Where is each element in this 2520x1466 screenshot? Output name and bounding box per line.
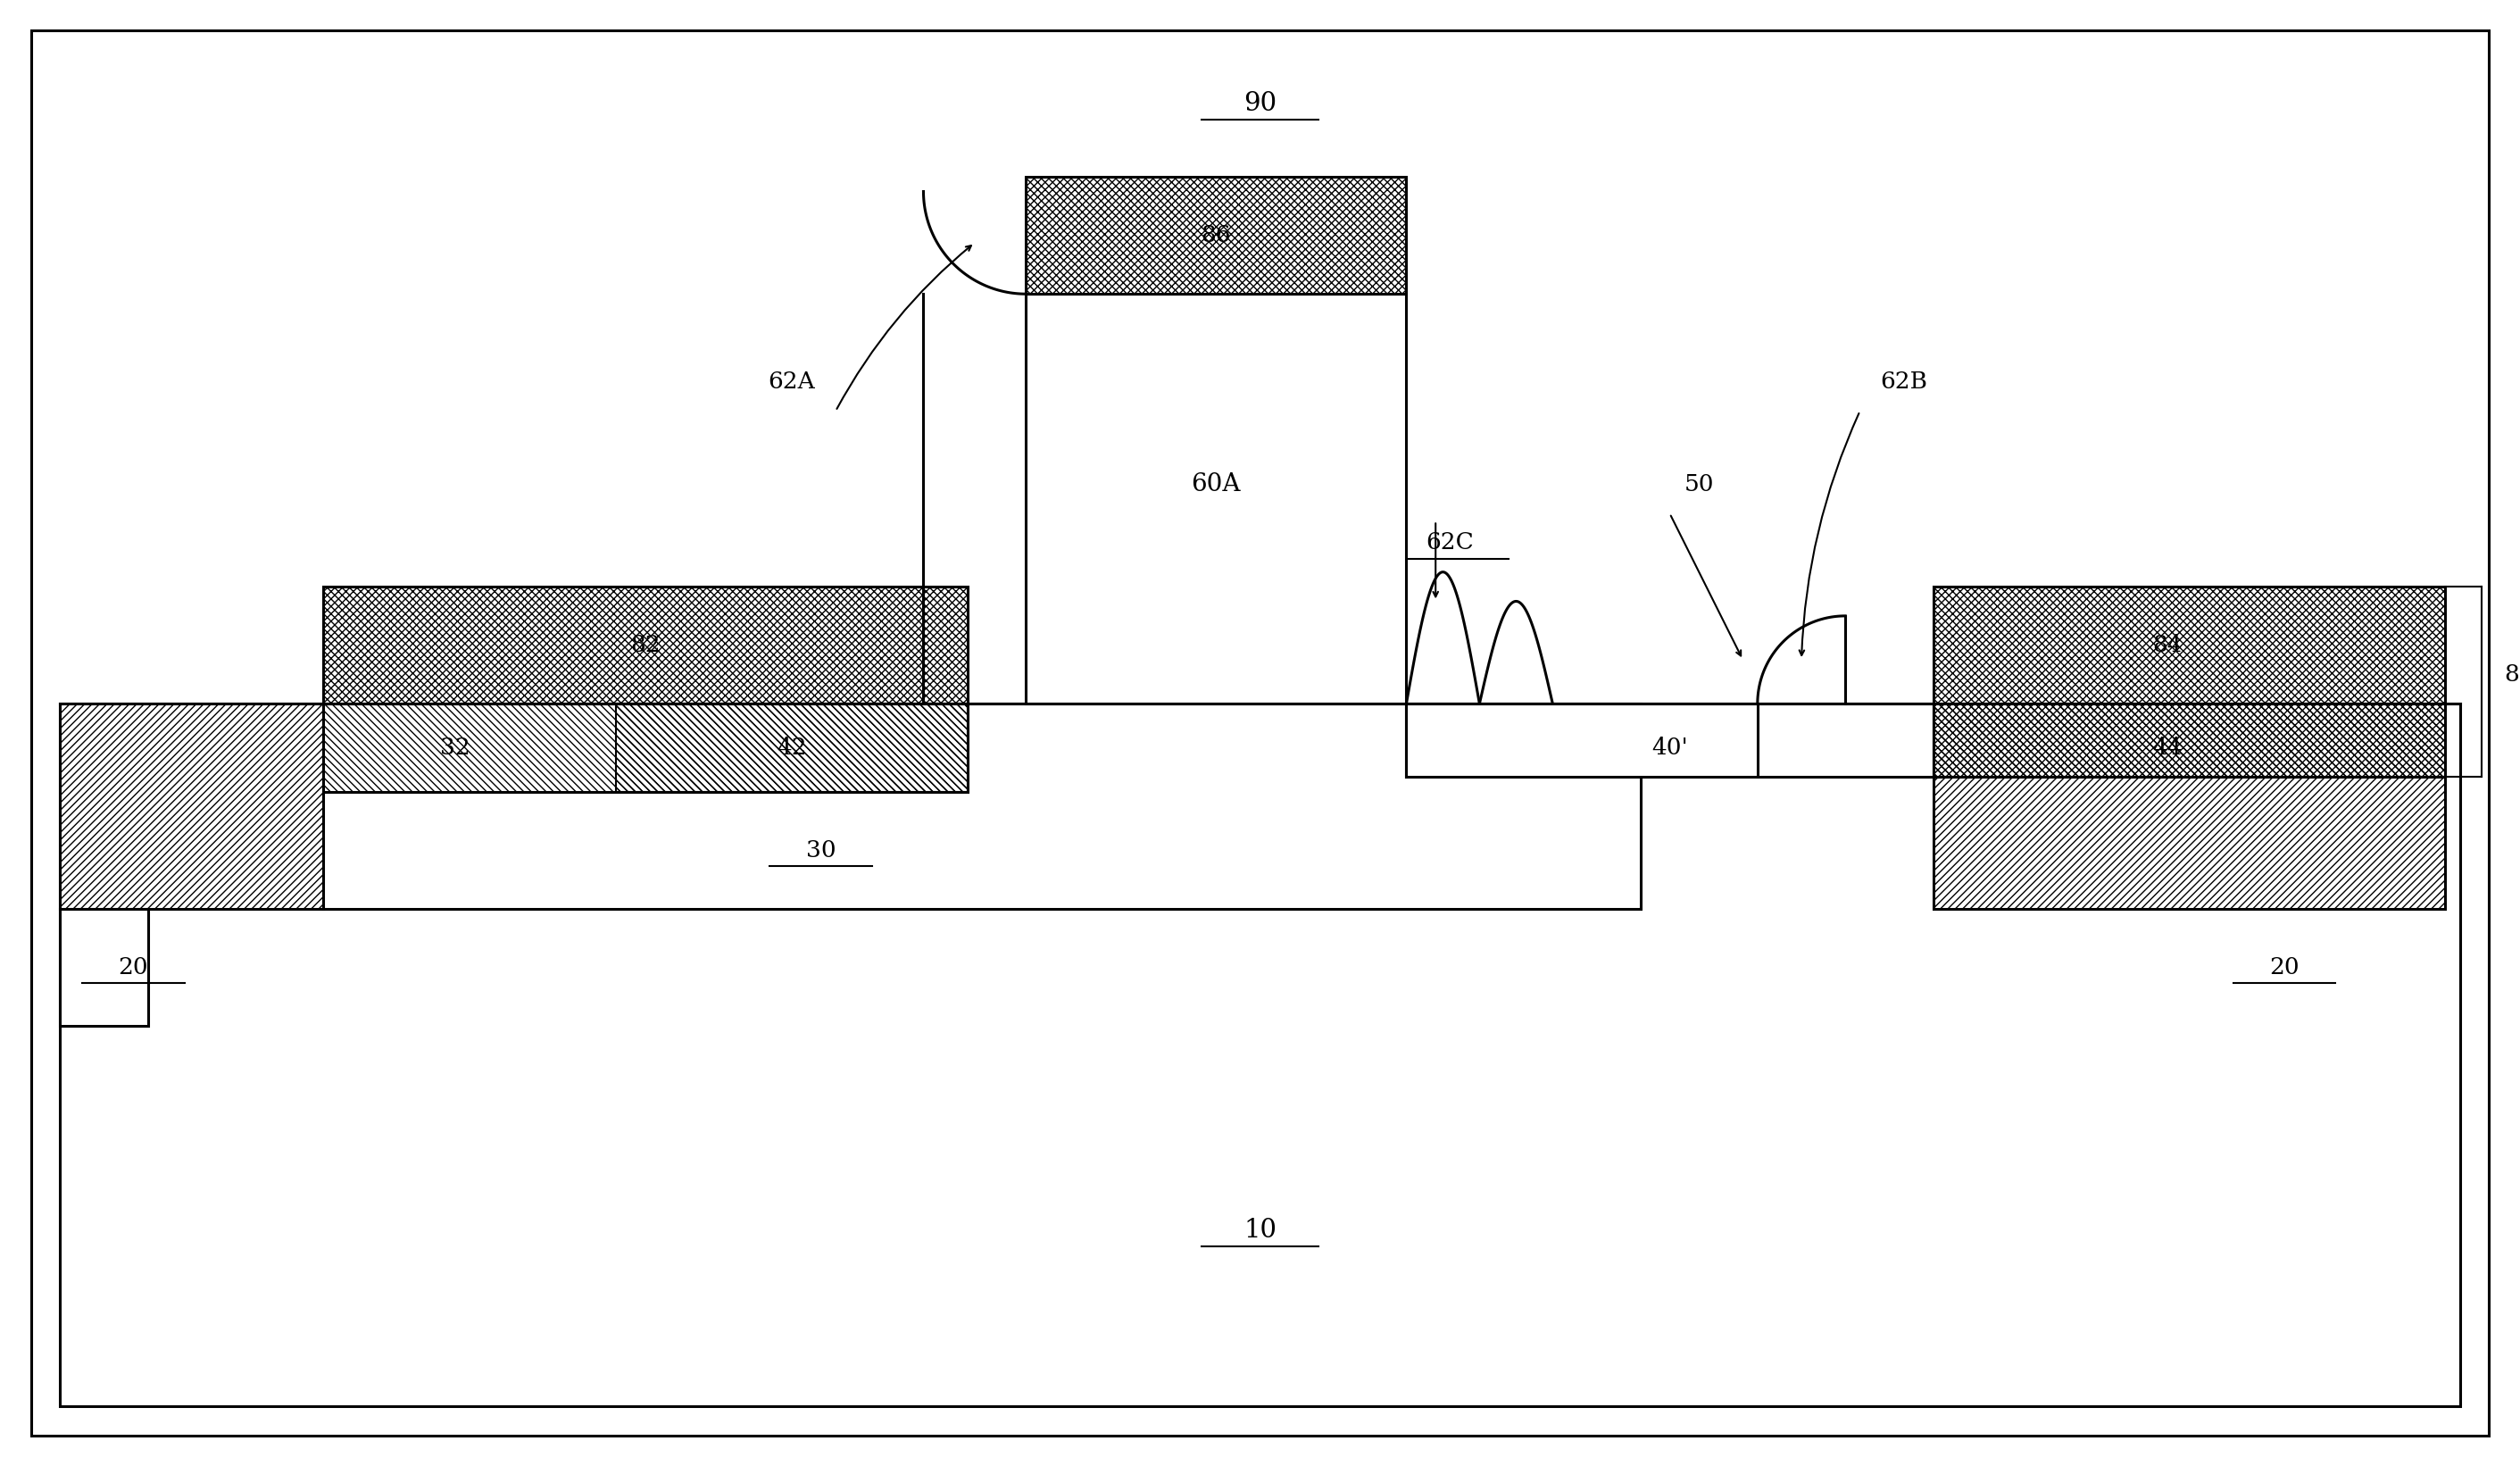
Text: 60A: 60A <box>1192 472 1240 497</box>
Bar <box>617 704 968 792</box>
Text: 20: 20 <box>118 956 149 978</box>
Text: 40': 40' <box>1651 736 1688 759</box>
Text: 20: 20 <box>2271 956 2298 978</box>
Bar <box>323 586 968 704</box>
Text: 30: 30 <box>806 839 837 861</box>
Bar <box>323 704 1641 909</box>
Bar <box>1933 586 2444 777</box>
Text: 90: 90 <box>1242 91 1278 116</box>
Text: 84: 84 <box>2152 633 2182 657</box>
Bar <box>1026 295 1406 704</box>
Bar <box>1026 177 1406 295</box>
Text: 32: 32 <box>441 736 471 759</box>
Bar <box>1406 704 1933 777</box>
Text: 62A: 62A <box>769 371 816 393</box>
Text: 62B: 62B <box>1880 371 1928 393</box>
Text: 44: 44 <box>2152 736 2182 759</box>
Text: 62C: 62C <box>1426 532 1474 554</box>
Bar <box>323 704 968 792</box>
Bar <box>1933 704 2444 777</box>
Text: 10: 10 <box>1242 1218 1278 1243</box>
Text: 86: 86 <box>1202 224 1232 246</box>
Bar <box>60 704 2460 1406</box>
Bar <box>60 704 323 909</box>
Bar <box>60 909 149 1026</box>
Bar <box>1933 704 2444 909</box>
Text: 8: 8 <box>2505 663 2520 686</box>
Text: 50: 50 <box>1683 474 1714 496</box>
Text: 82: 82 <box>630 633 660 657</box>
Text: 42: 42 <box>776 736 806 759</box>
